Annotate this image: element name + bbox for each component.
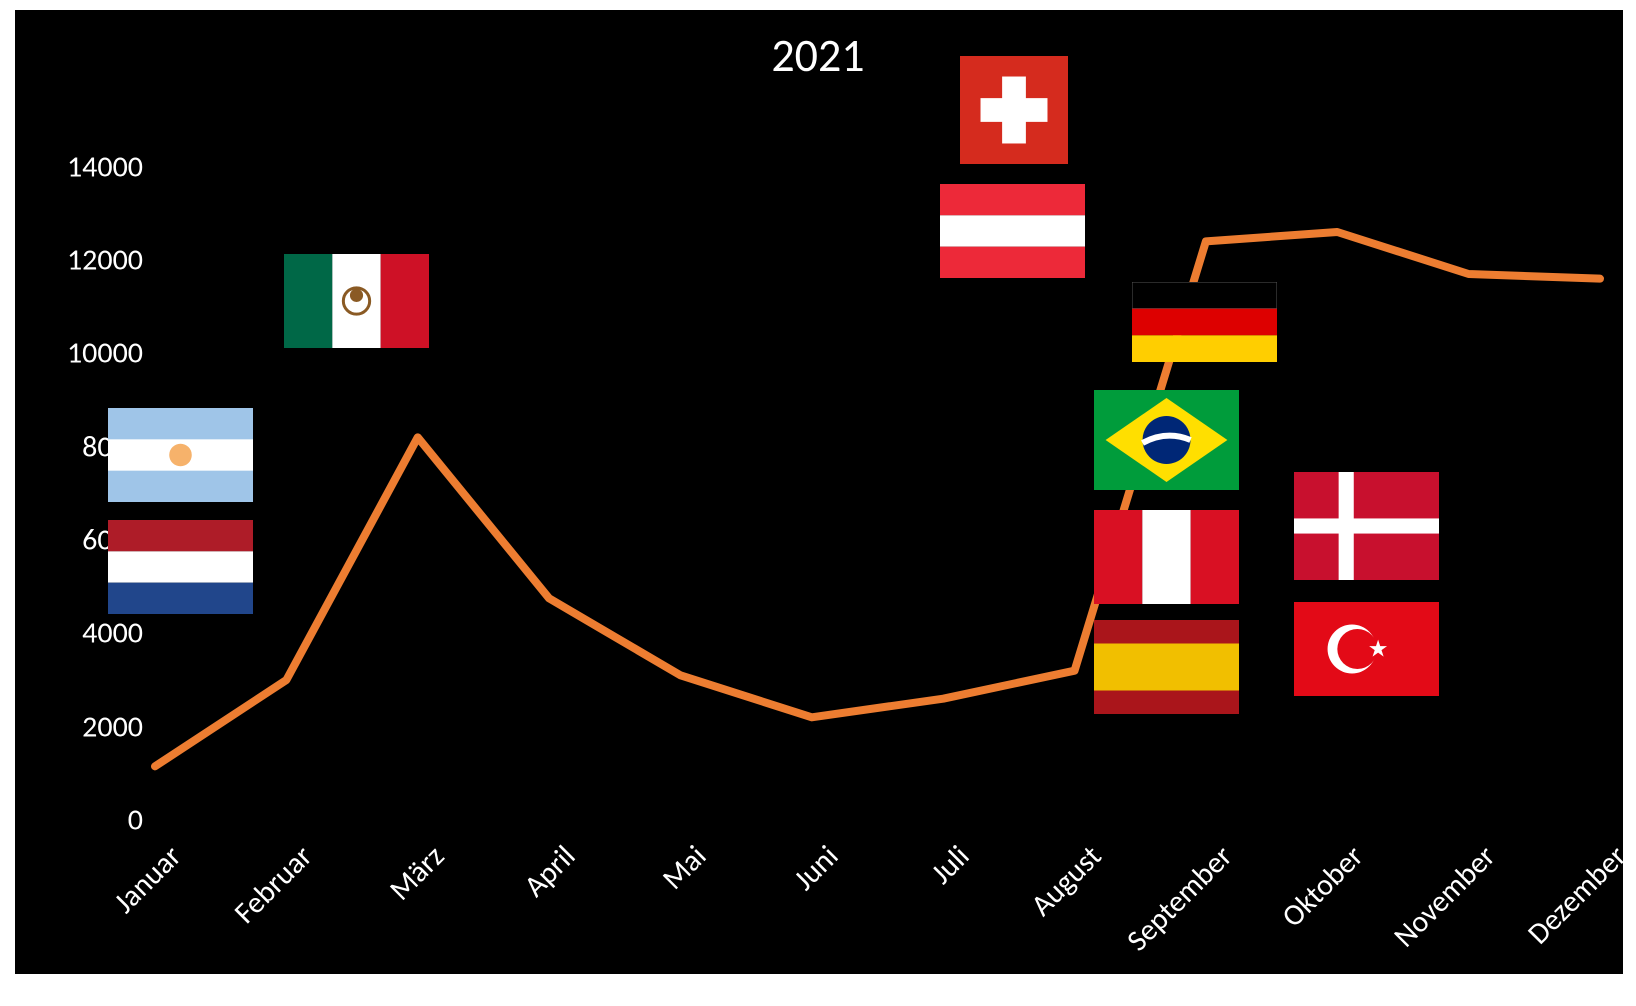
flag-austria [940, 184, 1085, 278]
flag-brazil [1094, 390, 1239, 490]
y-tick-label: 0 [23, 802, 143, 839]
flag-switzerland [960, 56, 1068, 164]
y-tick-label: 14000 [23, 148, 143, 185]
flag-turkey [1294, 602, 1439, 696]
chart-stage: 2021 02000400060008000100001200014000 Ja… [0, 0, 1636, 984]
y-tick-label: 12000 [23, 242, 143, 279]
y-tick-label: 2000 [23, 708, 143, 745]
flag-germany [1132, 282, 1277, 362]
y-tick-label: 4000 [23, 615, 143, 652]
flag-denmark [1294, 472, 1439, 580]
flag-mexico [284, 254, 429, 348]
flag-spain [1094, 620, 1239, 714]
flag-peru [1094, 510, 1239, 604]
y-tick-label: 10000 [23, 335, 143, 372]
flag-netherlands [108, 520, 253, 614]
flag-argentina [108, 408, 253, 502]
